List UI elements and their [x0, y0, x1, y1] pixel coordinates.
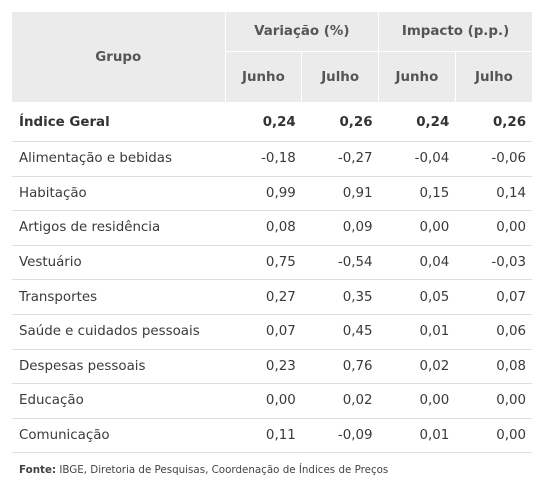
- cell-imp-jun: 0,15: [378, 176, 456, 212]
- cell-imp-jun: 0,02: [378, 349, 456, 385]
- source-note: Fonte: IBGE, Diretoria de Pesquisas, Coo…: [12, 464, 532, 476]
- header-variacao-julho: Julho: [301, 51, 380, 103]
- cell-grupo: Despesas pessoais: [12, 349, 225, 385]
- cell-imp-jul: -0,06: [455, 141, 533, 177]
- cell-var-jul: 0,35: [301, 279, 379, 315]
- table-row: Alimentação e bebidas -0,18 -0,27 -0,04 -0,0…: [12, 141, 533, 177]
- source-label: Fonte:: [19, 464, 57, 477]
- header-impacto: Impacto (p.p.): [378, 12, 533, 52]
- table-body: Índice Geral 0,24 0,26 0,24 0,26 Alimentação …: [12, 102, 533, 454]
- cell-imp-jun: 0,01: [378, 418, 456, 454]
- cell-var-jul: 0,02: [301, 383, 379, 419]
- table-header: Grupo Variação (%) Impacto (p.p.) Junho …: [12, 12, 533, 103]
- cell-grupo: Saúde e cuidados pessoais: [12, 314, 225, 350]
- cell-imp-jul: -0,03: [455, 245, 533, 281]
- cell-var-jun: 0,07: [225, 314, 302, 350]
- cell-imp-jun: 0,05: [378, 279, 456, 315]
- cell-imp-jun: -0,04: [378, 141, 456, 177]
- ipca-table-container: Grupo Variação (%) Impacto (p.p.) Junho …: [12, 12, 533, 476]
- cell-var-jun: 0,11: [225, 418, 302, 454]
- cell-var-jun: 0,75: [225, 245, 302, 281]
- cell-var-jun: 0,00: [225, 383, 302, 419]
- ipca-groups-table: Grupo Variação (%) Impacto (p.p.) Junho …: [12, 12, 533, 454]
- table-row: Educação 0,00 0,02 0,00 0,00: [12, 383, 533, 419]
- cell-var-jul: -0,54: [301, 245, 379, 281]
- header-grupo: Grupo: [12, 12, 226, 103]
- cell-imp-jun: 0,00: [378, 383, 456, 419]
- cell-var-jun: 0,23: [225, 349, 302, 385]
- cell-var-jul: 0,26: [301, 102, 379, 142]
- cell-grupo: Índice Geral: [12, 102, 225, 142]
- cell-imp-jul: 0,08: [455, 349, 533, 385]
- cell-var-jul: 0,76: [301, 349, 379, 385]
- cell-var-jun: 0,99: [225, 176, 302, 212]
- cell-var-jun: -0,18: [225, 141, 302, 177]
- cell-grupo: Comunicação: [12, 418, 225, 454]
- cell-var-jul: -0,09: [301, 418, 379, 454]
- cell-imp-jun: 0,00: [378, 210, 456, 246]
- cell-grupo: Educação: [12, 383, 225, 419]
- header-row-months: Junho Julho Junho Julho: [12, 51, 533, 103]
- table-row: Habitação 0,99 0,91 0,15 0,14: [12, 176, 533, 212]
- header-variacao: Variação (%): [225, 12, 380, 52]
- cell-imp-jul: 0,06: [455, 314, 533, 350]
- header-variacao-junho: Junho: [225, 51, 303, 103]
- cell-var-jun: 0,24: [225, 102, 302, 142]
- cell-imp-jun: 0,24: [378, 102, 456, 142]
- cell-imp-jul: 0,07: [455, 279, 533, 315]
- cell-imp-jul: 0,00: [455, 210, 533, 246]
- header-impacto-junho: Junho: [378, 51, 456, 103]
- cell-grupo: Habitação: [12, 176, 225, 212]
- cell-grupo: Artigos de residência: [12, 210, 225, 246]
- cell-imp-jul: 0,00: [455, 418, 533, 454]
- cell-grupo: Vestuário: [12, 245, 225, 281]
- cell-imp-jul: 0,00: [455, 383, 533, 419]
- table-row: Artigos de residência 0,08 0,09 0,00 0,00: [12, 210, 533, 246]
- table-row: Saúde e cuidados pessoais 0,07 0,45 0,01 0,0…: [12, 314, 533, 350]
- cell-imp-jul: 0,26: [455, 102, 533, 142]
- cell-grupo: Alimentação e bebidas: [12, 141, 225, 177]
- table-row: Comunicação 0,11 -0,09 0,01 0,00: [12, 418, 533, 454]
- source-text: IBGE, Diretoria de Pesquisas, Coordenaçã…: [56, 464, 389, 477]
- table-row: Vestuário 0,75 -0,54 0,04 -0,03: [12, 245, 533, 281]
- table-row-indice-geral: Índice Geral 0,24 0,26 0,24 0,26: [12, 102, 533, 142]
- cell-grupo: Transportes: [12, 279, 225, 315]
- cell-imp-jun: 0,01: [378, 314, 456, 350]
- cell-var-jul: 0,09: [301, 210, 379, 246]
- cell-var-jul: -0,27: [301, 141, 379, 177]
- cell-var-jun: 0,27: [225, 279, 302, 315]
- cell-var-jul: 0,45: [301, 314, 379, 350]
- cell-var-jul: 0,91: [301, 176, 379, 212]
- header-impacto-julho: Julho: [455, 51, 533, 103]
- header-row-top: Grupo Variação (%) Impacto (p.p.): [12, 12, 533, 103]
- cell-var-jun: 0,08: [225, 210, 302, 246]
- cell-imp-jul: 0,14: [455, 176, 533, 212]
- table-row: Despesas pessoais 0,23 0,76 0,02 0,08: [12, 349, 533, 385]
- cell-imp-jun: 0,04: [378, 245, 456, 281]
- table-row: Transportes 0,27 0,35 0,05 0,07: [12, 279, 533, 315]
